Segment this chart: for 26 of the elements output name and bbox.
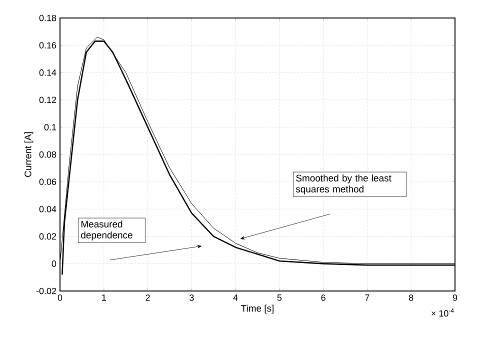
- y-tick-label: 0: [52, 260, 56, 267]
- y-tick-label: 0.1: [44, 124, 56, 130]
- x-tick-label: 8: [409, 294, 414, 301]
- x-tick-label: 7: [365, 294, 370, 301]
- x-tick-label: 4: [233, 294, 238, 301]
- y-tick-label: 0.06: [39, 178, 56, 185]
- x-tick-label: 3: [190, 294, 194, 301]
- x-tick-label: 5: [277, 294, 282, 301]
- y-tick-label: 0.12: [39, 96, 56, 104]
- x-tick-label: 2: [146, 294, 150, 301]
- y-tick-label: 0.14: [39, 69, 56, 76]
- x-tick-label: 6: [321, 294, 326, 301]
- x-tick-label: 1: [102, 294, 106, 301]
- annotation: Measured dependence: [81, 220, 132, 240]
- annotation: Smoothed by the least squares method: [296, 174, 392, 194]
- text: × 10$^{-4}$: [432, 308, 454, 317]
- y-tick-label: 0.18: [39, 14, 56, 22]
- y-tick-label: 0.04: [39, 206, 56, 212]
- y-tick-label: 0.08: [39, 151, 56, 158]
- x-tick-label: 0: [58, 294, 62, 301]
- x-tick-label: 9: [452, 294, 458, 301]
- x-axis-title: Time [s]: [241, 304, 274, 314]
- y-tick-label: -0.02: [36, 288, 56, 294]
- y-tick-label: 0.02: [39, 233, 56, 240]
- y-tick-label: 0.16: [39, 42, 56, 48]
- y-axis-title: Current [A]: [24, 132, 34, 177]
